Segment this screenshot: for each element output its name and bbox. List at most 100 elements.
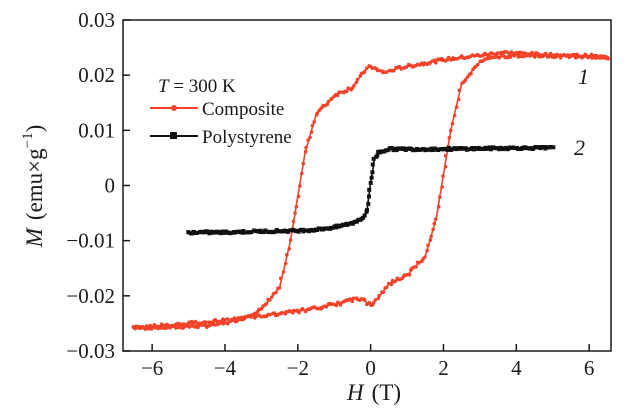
composite-upper-point <box>268 298 272 302</box>
annotation-curve-1: 1 <box>578 64 589 89</box>
composite-lower-point <box>245 314 250 319</box>
polystyrene-point <box>370 170 375 175</box>
composite-upper-point <box>312 120 317 124</box>
composite-lower-point <box>436 204 441 209</box>
polystyrene-point <box>528 146 533 151</box>
polystyrene-point <box>466 147 471 152</box>
composite-upper-point <box>274 290 278 295</box>
x-tick-label: −4 <box>214 356 237 380</box>
composite-upper-point <box>213 323 217 327</box>
composite-lower-point <box>207 320 211 325</box>
polystyrene-point <box>483 145 488 150</box>
polystyrene-point <box>548 145 553 149</box>
polystyrene-point <box>258 228 263 233</box>
composite-lower-point <box>441 174 445 178</box>
y-tick-label: −0.01 <box>66 229 115 253</box>
legend: T = 300 K Composite Polystyrene <box>150 76 292 148</box>
composite-upper-point <box>304 145 308 150</box>
composite-upper-point <box>291 219 296 224</box>
y-tick-label: 0.01 <box>78 118 115 142</box>
polystyrene-point <box>207 231 212 236</box>
composite-lower-point <box>152 323 157 327</box>
composite-upper-point <box>303 149 308 154</box>
composite-upper-point <box>446 55 451 60</box>
polystyrene-point <box>488 147 493 152</box>
composite-lower-point <box>499 53 504 57</box>
polystyrene-point <box>371 156 376 161</box>
polystyrene-point <box>375 153 380 158</box>
composite-lower-point <box>134 324 138 329</box>
polystyrene-point <box>540 145 545 150</box>
polystyrene-point <box>441 146 446 151</box>
composite-upper-point <box>362 69 367 74</box>
x-tick-label: 2 <box>438 356 449 380</box>
composite-lower-point <box>460 81 464 86</box>
composite-upper-point <box>285 253 289 257</box>
composite-lower-point <box>287 309 292 313</box>
composite-lower-point <box>408 268 413 272</box>
composite-upper-point <box>319 106 323 111</box>
polystyrene-point <box>296 229 301 234</box>
composite-upper-point <box>377 68 382 73</box>
polystyrene-point <box>330 225 335 230</box>
x-axis-label: H (T) <box>346 380 401 405</box>
composite-lower-point <box>215 320 220 325</box>
composite-lower-point <box>262 314 266 319</box>
composite-lower-point <box>131 325 136 329</box>
polystyrene-point <box>255 229 260 234</box>
polystyrene-point <box>301 229 306 234</box>
composite-lower-point <box>426 243 430 248</box>
composite-upper-point <box>404 65 409 69</box>
composite-upper-point <box>288 238 293 242</box>
composite-upper-point <box>345 89 349 94</box>
composite-upper-point <box>259 307 264 311</box>
composite-upper-point <box>298 184 302 188</box>
composite-lower-point <box>383 286 388 290</box>
legend-marker-composite <box>171 105 177 111</box>
y-axis-label: M (emu×g−1) <box>20 125 47 249</box>
polystyrene-point <box>474 146 478 151</box>
y-axis-unit: (emu×g <box>22 148 47 220</box>
composite-lower-point <box>159 322 164 327</box>
composite-upper-point <box>335 93 340 98</box>
composite-lower-point <box>443 164 448 169</box>
composite-lower-point <box>334 303 339 308</box>
composite-lower-point <box>593 56 597 60</box>
polystyrene-point <box>477 147 482 151</box>
composite-lower-point <box>578 54 583 59</box>
composite-upper-point <box>330 96 334 101</box>
composite-upper-point <box>296 194 301 199</box>
polystyrene-point <box>361 215 366 220</box>
polystyrene-point <box>265 229 270 234</box>
composite-upper-point <box>264 301 269 306</box>
composite-lower-point <box>169 324 173 328</box>
composite-lower-point <box>380 290 384 295</box>
polystyrene-point <box>367 194 371 199</box>
polystyrene-point <box>404 146 409 151</box>
composite-lower-point <box>447 135 452 140</box>
polystyrene-point <box>241 229 246 233</box>
composite-lower-point <box>336 300 340 305</box>
composite-upper-point <box>325 102 330 107</box>
x-tick-label: −2 <box>287 356 309 380</box>
polystyrene-point <box>369 175 374 180</box>
composite-lower-point <box>195 322 200 326</box>
polystyrene-point <box>298 227 303 232</box>
polystyrene-point <box>415 147 420 152</box>
composite-lower-point <box>386 281 391 286</box>
y-tick-label: 0.03 <box>78 8 115 32</box>
composite-lower-point <box>471 67 475 72</box>
polystyrene-point <box>551 145 556 150</box>
composite-upper-point <box>226 321 230 326</box>
plot-area: 0.03 0.02 0.01 0 −0.01 −0.02 −0.03 −6 −4 −2 0 2 4 6 <box>66 8 612 380</box>
composite-upper-point <box>384 70 389 74</box>
composite-lower-point <box>232 316 237 320</box>
polystyrene-point <box>401 146 406 151</box>
composite-lower-point <box>545 55 550 59</box>
composite-lower-point <box>555 52 559 57</box>
composite-upper-point <box>308 135 312 140</box>
composite-lower-point <box>390 278 395 283</box>
composite-lower-point <box>367 300 372 305</box>
x-tick-label: −6 <box>141 356 163 380</box>
